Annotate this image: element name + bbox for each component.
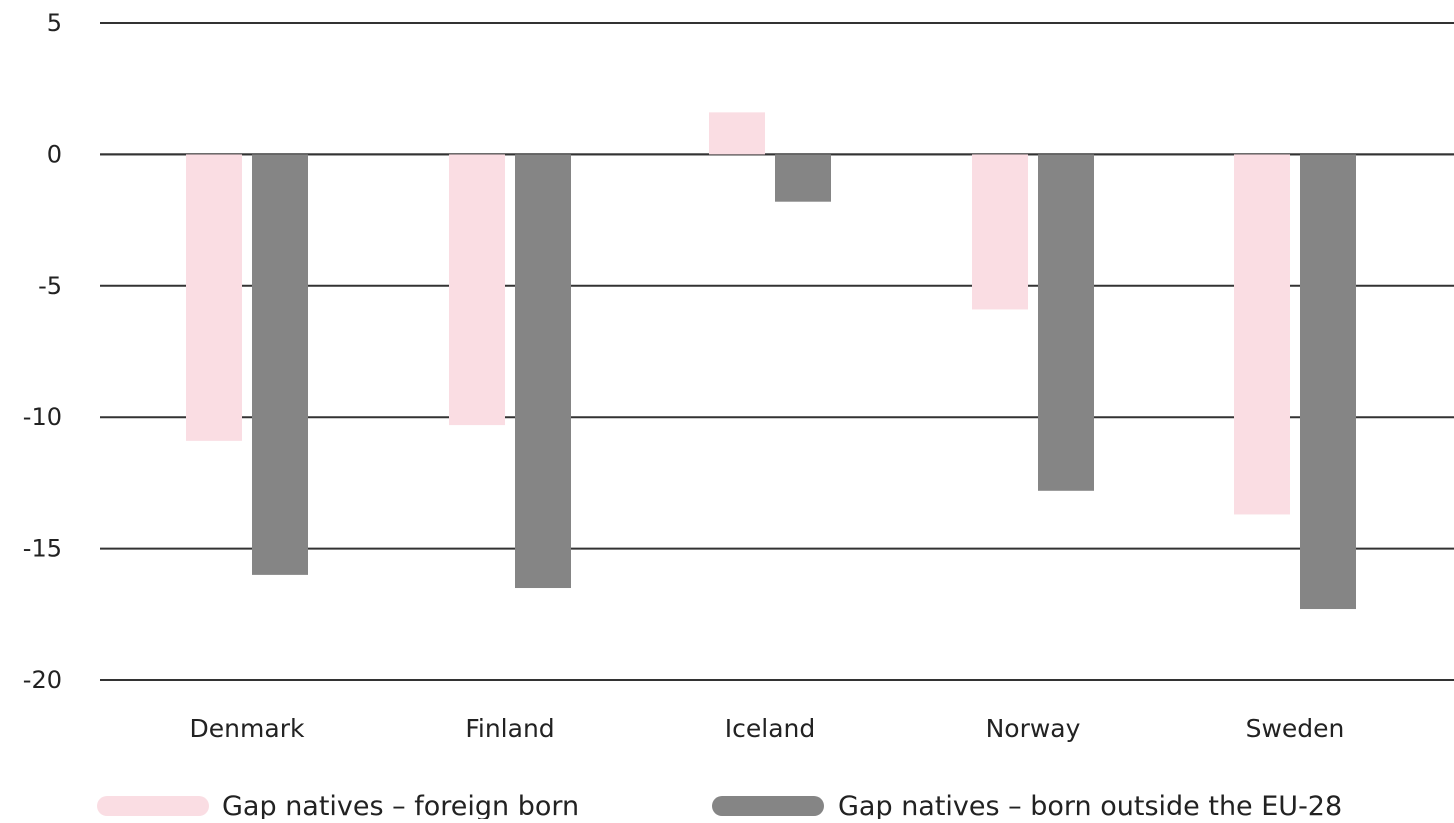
y-tick-label: 0 xyxy=(47,140,62,168)
category-label: Norway xyxy=(986,714,1081,743)
bar-iceland-series-2 xyxy=(775,154,831,202)
y-tick-label: 5 xyxy=(47,9,62,37)
x-axis-category-labels: Denmark Finland Iceland Norway Sweden xyxy=(190,714,1345,743)
bars xyxy=(186,112,1356,610)
y-tick-label: -20 xyxy=(23,666,62,694)
gridlines xyxy=(100,22,1454,681)
bar-iceland-series-1 xyxy=(709,112,765,155)
category-label: Iceland xyxy=(725,714,815,743)
category-label: Denmark xyxy=(190,714,305,743)
category-label: Sweden xyxy=(1246,714,1345,743)
category-label: Finland xyxy=(465,714,554,743)
bar-denmark-series-1 xyxy=(186,154,242,441)
legend-label: Gap natives – born outside the EU-28 xyxy=(838,791,1342,819)
legend-swatch xyxy=(97,796,209,816)
legend-swatch xyxy=(712,796,824,816)
bar-norway-series-2 xyxy=(1038,154,1094,491)
legend: Gap natives – foreign born Gap natives – … xyxy=(97,791,1342,822)
y-tick-label: -15 xyxy=(23,535,62,563)
bar-sweden-series-2 xyxy=(1300,154,1356,610)
y-tick-label: -5 xyxy=(38,272,62,300)
y-tick-label: -10 xyxy=(23,403,62,431)
bar-denmark-series-2 xyxy=(252,154,308,575)
bar-sweden-series-1 xyxy=(1234,154,1290,515)
bar-norway-series-1 xyxy=(972,154,1028,310)
legend-label: Gap natives – foreign born xyxy=(222,791,579,819)
y-axis-tick-labels: 5 0 -5 -10 -15 -20 xyxy=(23,9,62,694)
bar-finland-series-1 xyxy=(449,154,505,426)
bar-finland-series-2 xyxy=(515,154,571,589)
